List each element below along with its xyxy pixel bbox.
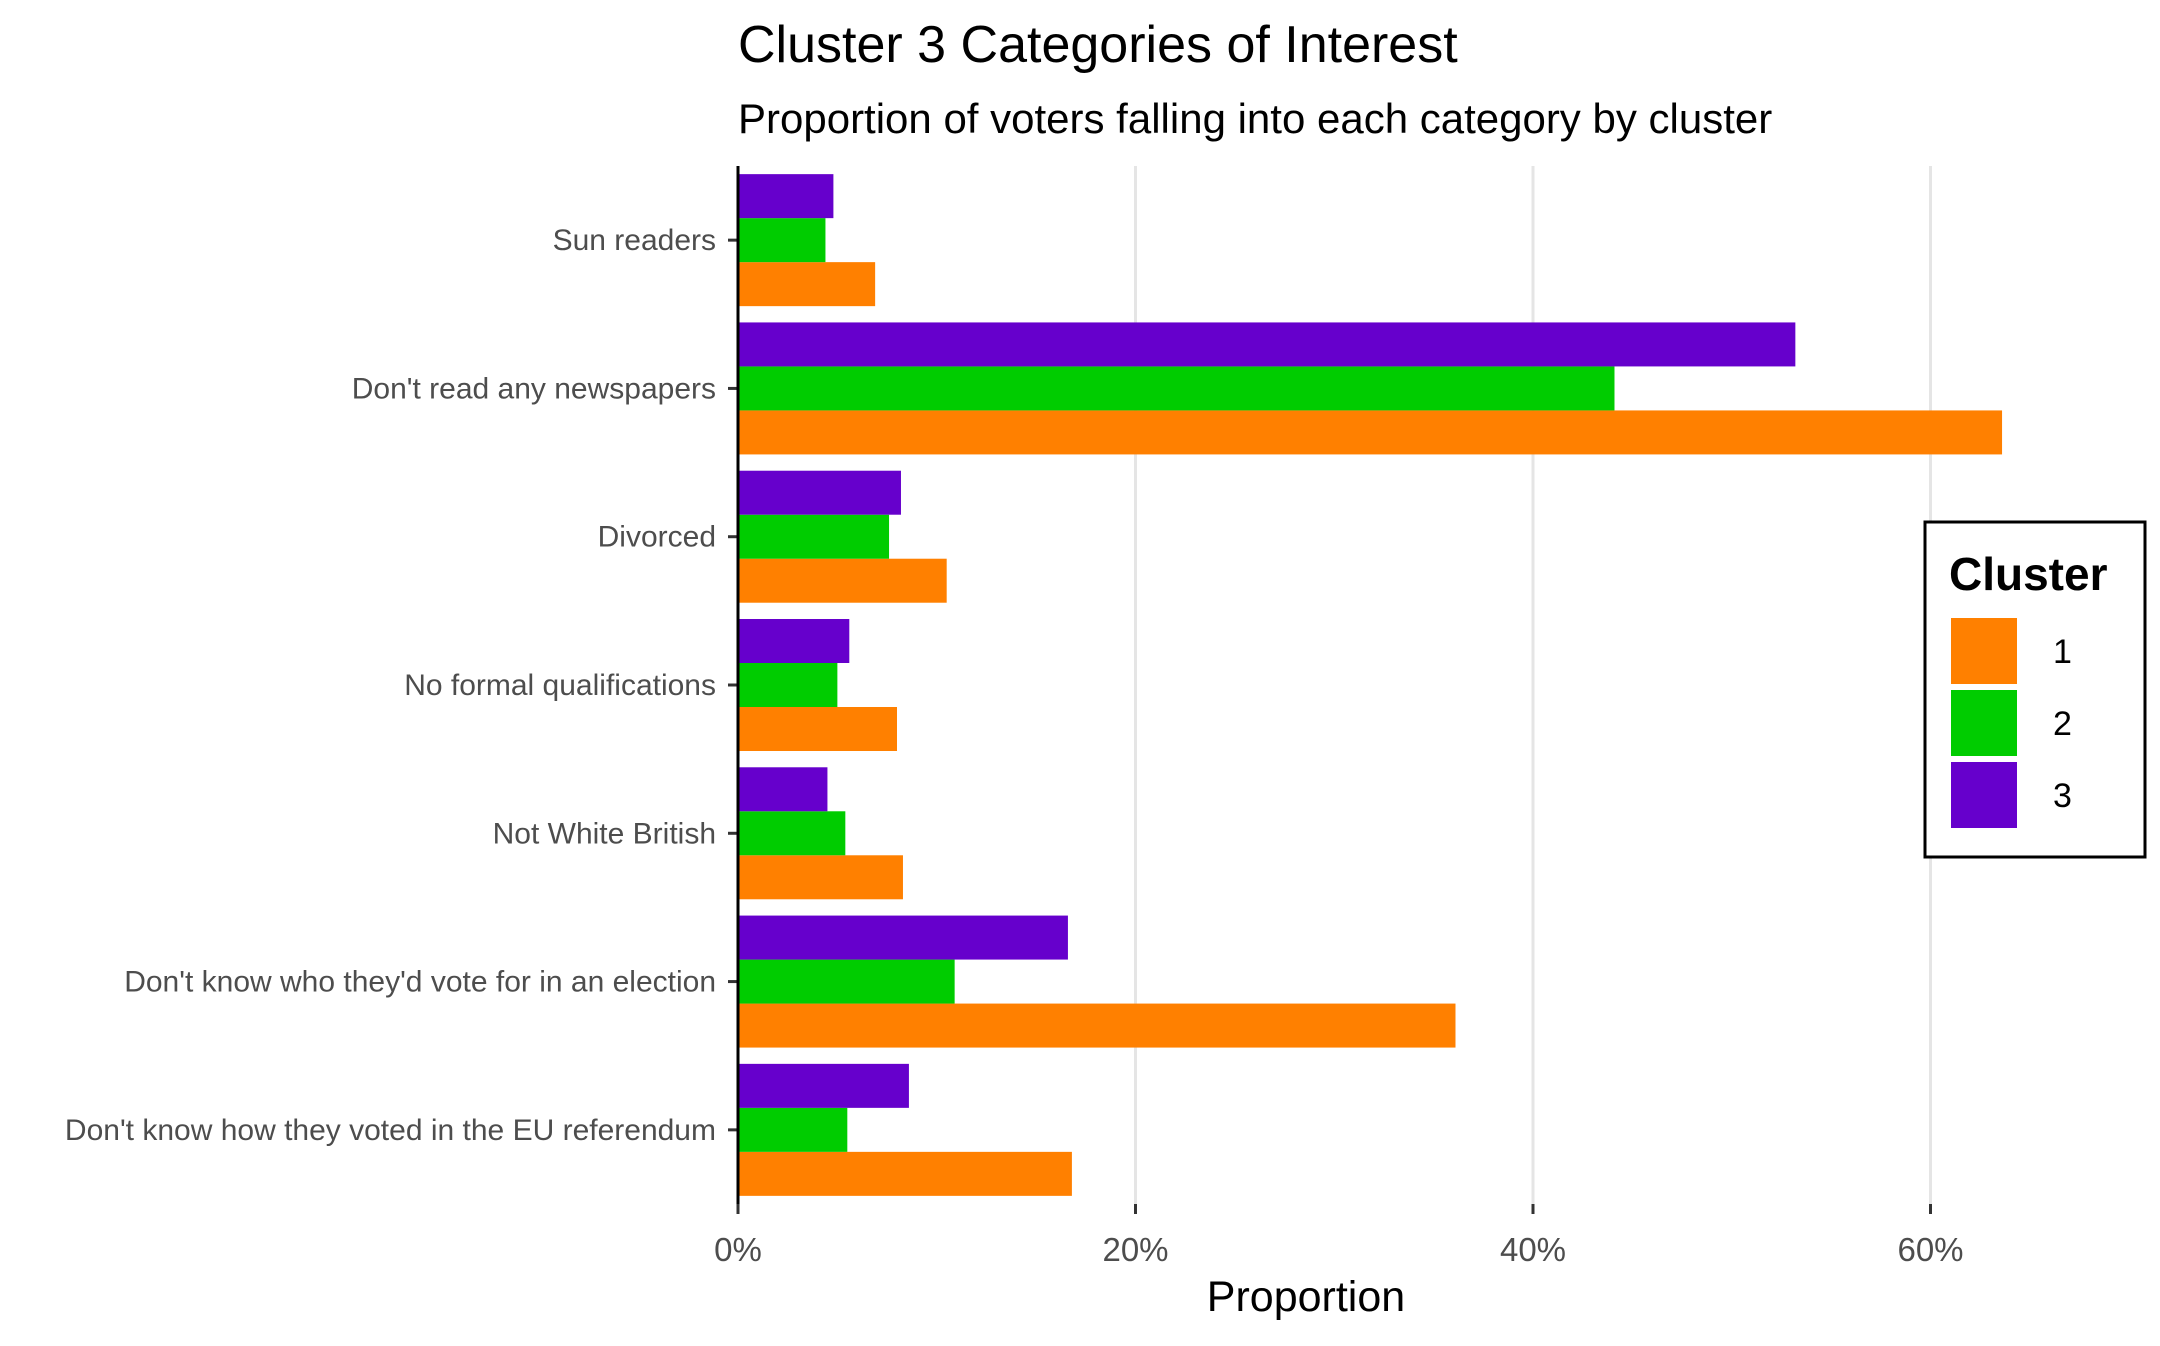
bar-series-2-cat-4	[738, 811, 846, 856]
legend-title: Cluster	[1949, 548, 2108, 600]
bar-series-1-cat-4	[738, 855, 903, 900]
gridlines	[1134, 166, 1932, 1204]
legend-label-2: 2	[2053, 705, 2072, 743]
y-tick-label: Don't know who they'd vote for in an ele…	[124, 966, 716, 999]
x-tick-label: 40%	[1500, 1231, 1566, 1268]
axes: 0% 20% 40% 60% Sun readers Don't read any new…	[65, 166, 1964, 1268]
bar-series-3-cat-5	[738, 915, 1068, 960]
bar-series-1-cat-1	[738, 410, 2003, 455]
bar-series-1-cat-2	[738, 558, 947, 603]
bar-series-3-cat-3	[738, 619, 850, 663]
x-tick-label: 20%	[1102, 1231, 1168, 1268]
x-tick-label: 0%	[714, 1231, 762, 1268]
bar-series-2-cat-5	[738, 959, 955, 1004]
x-tick-label: 60%	[1897, 1231, 1963, 1268]
x-axis-title: Proportion	[1207, 1273, 1405, 1321]
bars	[738, 174, 2003, 1196]
y-tick-label: Don't know how they voted in the EU refe…	[65, 1114, 716, 1147]
bar-series-3-cat-6	[738, 1063, 909, 1108]
y-tick-label: Not White British	[493, 817, 716, 850]
legend-label-1: 1	[2053, 633, 2072, 671]
y-tick-label: Sun readers	[553, 224, 716, 257]
bar-series-3-cat-1	[738, 322, 1796, 367]
bar-series-1-cat-3	[738, 707, 897, 751]
bar-series-1-cat-6	[738, 1151, 1072, 1196]
bar-series-2-cat-1	[738, 366, 1615, 411]
y-tick-label: Don't read any newspapers	[352, 372, 716, 405]
legend-label-3: 3	[2053, 777, 2072, 815]
y-tick-label: No formal qualifications	[404, 669, 716, 702]
bar-series-3-cat-0	[738, 174, 834, 219]
bar-series-2-cat-2	[738, 514, 890, 559]
y-tick-label: Divorced	[598, 521, 716, 554]
bar-series-1-cat-5	[738, 1003, 1456, 1048]
legend-key-3	[1951, 762, 2017, 828]
bar-series-1-cat-0	[738, 262, 876, 307]
chart-title: Cluster 3 Categories of Interest	[738, 16, 1458, 74]
chart-subtitle: Proportion of voters falling into each c…	[738, 95, 1772, 142]
bar-series-2-cat-0	[738, 218, 826, 263]
legend: Cluster 1 2 3	[1923, 520, 2147, 859]
bar-series-2-cat-3	[738, 663, 838, 707]
legend-key-2	[1951, 690, 2017, 756]
legend-key-1	[1951, 618, 2017, 684]
bar-series-2-cat-6	[738, 1107, 848, 1152]
bar-series-3-cat-2	[738, 470, 901, 515]
bar-series-3-cat-4	[738, 767, 828, 812]
